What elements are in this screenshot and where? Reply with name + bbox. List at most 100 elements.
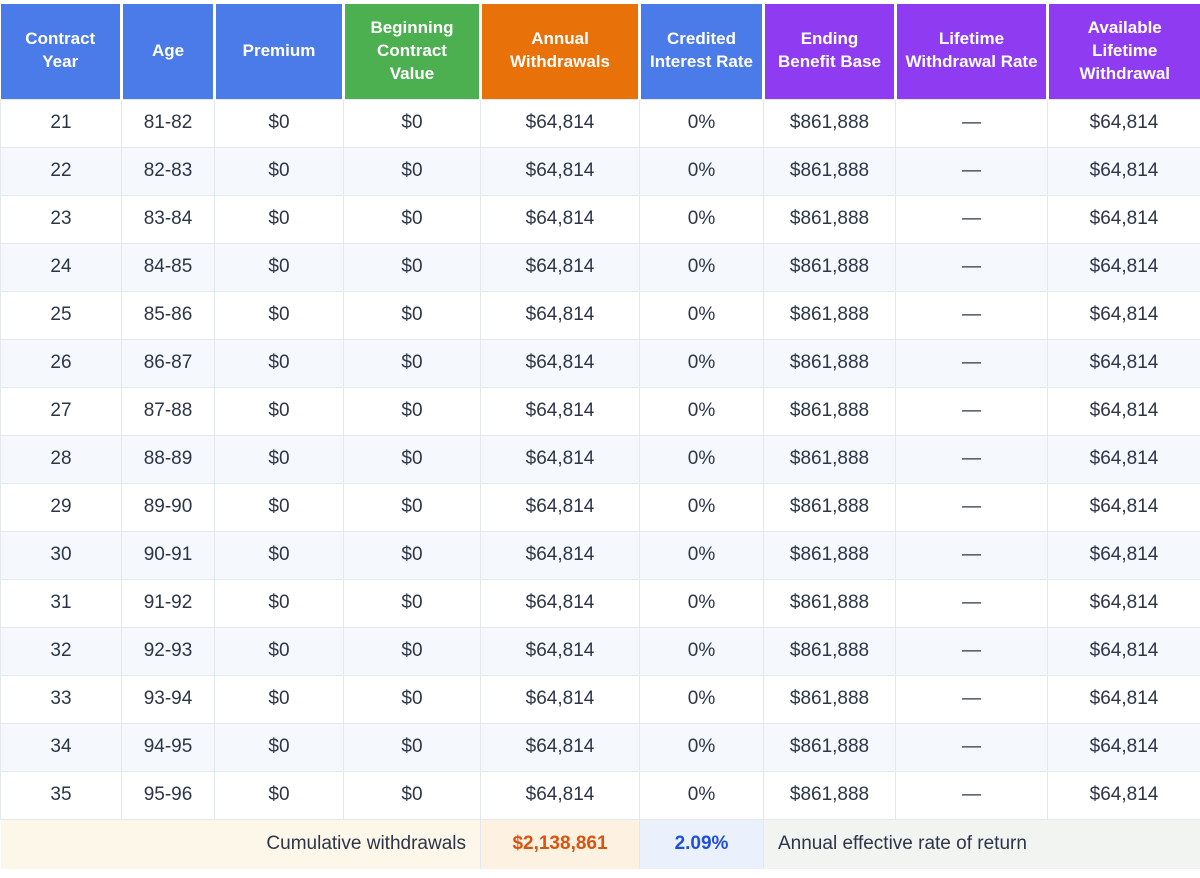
table-cell-ending-benefit-base: $861,888 bbox=[763, 290, 896, 340]
table-cell-credited-interest-rate: 0% bbox=[639, 386, 764, 436]
table-cell-available-lifetime-withdrawal: $64,814 bbox=[1047, 674, 1200, 724]
table-cell-available-lifetime-withdrawal: $64,814 bbox=[1047, 146, 1200, 196]
table-row: 32 92-93 $0 $0 $64,814 0% $861,888— $64,814 bbox=[0, 626, 1200, 676]
table-cell-age: 84-85 bbox=[121, 242, 215, 292]
table-cell-premium: $0 bbox=[214, 386, 344, 436]
table-cell-contract-year: 29 bbox=[0, 482, 122, 532]
table-row: 33 93-94 $0 $0 $64,814 0% $861,888— $64,814 bbox=[0, 674, 1200, 724]
table-cell-lifetime-withdrawal-rate: — bbox=[895, 530, 1048, 580]
cumulative-value: $2,138,861 bbox=[480, 818, 640, 869]
table-cell-ending-benefit-base: $861,888 bbox=[763, 146, 896, 196]
table-cell-available-lifetime-withdrawal: $64,814 bbox=[1047, 98, 1200, 148]
table-cell-lifetime-withdrawal-rate: — bbox=[895, 242, 1048, 292]
table-row: 25 85-86 $0 $0 $64,814 0% $861,888— $64,814 bbox=[0, 290, 1200, 340]
table-cell-lifetime-withdrawal-rate: — bbox=[895, 338, 1048, 388]
table-cell-annual-withdrawals: $64,814 bbox=[480, 578, 640, 628]
column-header-ending-benefit-base: Ending Benefit Base bbox=[762, 4, 896, 99]
table-cell-lifetime-withdrawal-rate: — bbox=[895, 722, 1048, 772]
table-cell-premium: $0 bbox=[214, 482, 344, 532]
table-cell-annual-withdrawals: $64,814 bbox=[480, 434, 640, 484]
table-cell-premium: $0 bbox=[214, 626, 344, 676]
table-cell-credited-interest-rate: 0% bbox=[639, 482, 764, 532]
table-cell-beginning-contract-value: $0 bbox=[343, 242, 481, 292]
table-cell-age: 81-82 bbox=[121, 98, 215, 148]
table-cell-contract-year: 23 bbox=[0, 194, 122, 244]
table-cell-premium: $0 bbox=[214, 770, 344, 820]
table-cell-available-lifetime-withdrawal: $64,814 bbox=[1047, 770, 1200, 820]
table-cell-ending-benefit-base: $861,888 bbox=[763, 242, 896, 292]
table-cell-age: 86-87 bbox=[121, 338, 215, 388]
table-cell-contract-year: 31 bbox=[0, 578, 122, 628]
table-row: 24 84-85 $0 $0 $64,814 0% $861,888— $64,814 bbox=[0, 242, 1200, 292]
column-header-lifetime-withdrawal-rate: Lifetime Withdrawal Rate bbox=[894, 4, 1048, 99]
table-cell-ending-benefit-base: $861,888 bbox=[763, 338, 896, 388]
cumulative-withdrawals-label: Cumulative withdrawals bbox=[0, 818, 481, 869]
table-cell-contract-year: 26 bbox=[0, 338, 122, 388]
table-cell-beginning-contract-value: $0 bbox=[343, 770, 481, 820]
table-cell-premium: $0 bbox=[214, 194, 344, 244]
table-cell-annual-withdrawals: $64,814 bbox=[480, 338, 640, 388]
table-cell-contract-year: 24 bbox=[0, 242, 122, 292]
column-header-premium: Premium bbox=[213, 4, 344, 99]
column-header-annual-withdrawals: Annual Withdrawals bbox=[479, 4, 640, 99]
table-cell-annual-withdrawals: $64,814 bbox=[480, 194, 640, 244]
table-cell-ending-benefit-base: $861,888 bbox=[763, 674, 896, 724]
column-header-age: Age bbox=[120, 4, 215, 99]
table-cell-credited-interest-rate: 0% bbox=[639, 98, 764, 148]
table-cell-annual-withdrawals: $64,814 bbox=[480, 386, 640, 436]
column-header-available-lifetime-withdrawal: Available Lifetime Withdrawal bbox=[1046, 4, 1200, 99]
table-cell-lifetime-withdrawal-rate: — bbox=[895, 482, 1048, 532]
table-cell-annual-withdrawals: $64,814 bbox=[480, 482, 640, 532]
table-cell-age: 94-95 bbox=[121, 722, 215, 772]
table-cell-age: 88-89 bbox=[121, 434, 215, 484]
table-cell-lifetime-withdrawal-rate: — bbox=[895, 626, 1048, 676]
table-cell-available-lifetime-withdrawal: $64,814 bbox=[1047, 578, 1200, 628]
table-footer: Cumulative withdrawals $2,138,861 2.09% … bbox=[0, 818, 1200, 869]
table-cell-available-lifetime-withdrawal: $64,814 bbox=[1047, 242, 1200, 292]
footer-row: Cumulative withdrawals $2,138,861 2.09% … bbox=[0, 818, 1200, 869]
table-cell-available-lifetime-withdrawal: $64,814 bbox=[1047, 434, 1200, 484]
table-cell-beginning-contract-value: $0 bbox=[343, 626, 481, 676]
table-cell-contract-year: 34 bbox=[0, 722, 122, 772]
table-cell-lifetime-withdrawal-rate: — bbox=[895, 290, 1048, 340]
table-cell-age: 92-93 bbox=[121, 626, 215, 676]
table-row: 30 90-91 $0 $0 $64,814 0% $861,888— $64,814 bbox=[0, 530, 1200, 580]
table-cell-available-lifetime-withdrawal: $64,814 bbox=[1047, 482, 1200, 532]
table-row: 27 87-88 $0 $0 $64,814 0% $861,888— $64,814 bbox=[0, 386, 1200, 436]
table-cell-contract-year: 32 bbox=[0, 626, 122, 676]
table-row: 23 83-84 $0 $0 $64,814 0% $861,888— $64,814 bbox=[0, 194, 1200, 244]
table-row: 21 81-82 $0 $0 $64,814 0% $861,888— $64,814 bbox=[0, 98, 1200, 148]
table-cell-ending-benefit-base: $861,888 bbox=[763, 194, 896, 244]
effective-rate-label: Annual effective rate of return bbox=[763, 818, 1200, 869]
table-cell-ending-benefit-base: $861,888 bbox=[763, 98, 896, 148]
table-cell-credited-interest-rate: 0% bbox=[639, 434, 764, 484]
table-cell-beginning-contract-value: $0 bbox=[343, 530, 481, 580]
table-cell-ending-benefit-base: $861,888 bbox=[763, 722, 896, 772]
table-cell-ending-benefit-base: $861,888 bbox=[763, 482, 896, 532]
table-cell-beginning-contract-value: $0 bbox=[343, 386, 481, 436]
table-cell-contract-year: 33 bbox=[0, 674, 122, 724]
table-cell-beginning-contract-value: $0 bbox=[343, 194, 481, 244]
table-cell-ending-benefit-base: $861,888 bbox=[763, 434, 896, 484]
table-row: 34 94-95 $0 $0 $64,814 0% $861,888— $64,814 bbox=[0, 722, 1200, 772]
table-cell-premium: $0 bbox=[214, 434, 344, 484]
table-row: 35 95-96 $0 $0 $64,814 0% $861,888— $64,814 bbox=[0, 770, 1200, 820]
table-cell-contract-year: 30 bbox=[0, 530, 122, 580]
table-cell-beginning-contract-value: $0 bbox=[343, 434, 481, 484]
table-cell-age: 83-84 bbox=[121, 194, 215, 244]
table-cell-contract-year: 28 bbox=[0, 434, 122, 484]
table-cell-ending-benefit-base: $861,888 bbox=[763, 386, 896, 436]
table-cell-beginning-contract-value: $0 bbox=[343, 98, 481, 148]
table-cell-premium: $0 bbox=[214, 338, 344, 388]
column-header-beginning-contract-value: Beginning Contract Value bbox=[342, 4, 481, 99]
table-cell-contract-year: 35 bbox=[0, 770, 122, 820]
table-cell-available-lifetime-withdrawal: $64,814 bbox=[1047, 530, 1200, 580]
table-cell-age: 93-94 bbox=[121, 674, 215, 724]
table-cell-beginning-contract-value: $0 bbox=[343, 578, 481, 628]
table-cell-lifetime-withdrawal-rate: — bbox=[895, 98, 1048, 148]
table-cell-ending-benefit-base: $861,888 bbox=[763, 626, 896, 676]
table-cell-lifetime-withdrawal-rate: — bbox=[895, 146, 1048, 196]
table-cell-available-lifetime-withdrawal: $64,814 bbox=[1047, 626, 1200, 676]
table-cell-available-lifetime-withdrawal: $64,814 bbox=[1047, 722, 1200, 772]
table-cell-age: 87-88 bbox=[121, 386, 215, 436]
